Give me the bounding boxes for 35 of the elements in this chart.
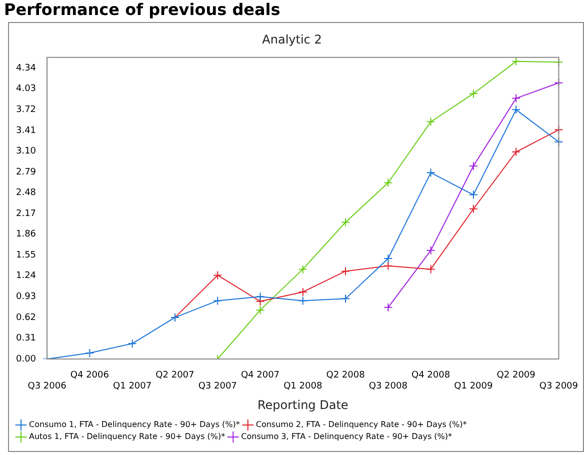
x-axis-title: Reporting Date (257, 398, 348, 412)
x-tick-label: Q4 2008 (412, 370, 450, 381)
y-tick-label: 0.31 (16, 334, 36, 344)
y-tick-label: 4.34 (16, 63, 36, 74)
y-tick-label: 3.41 (16, 126, 36, 136)
legend-label: Autos 1, FTA - Delinquency Rate - 90+ Days (%)* (29, 432, 226, 442)
chart-title: Performance of previous deals (3, 0, 282, 21)
y-tick-label: 0.93 (16, 292, 36, 302)
x-tick-label: Q2 2009 (496, 370, 536, 381)
x-tick-label: Q3 2009 (539, 382, 578, 392)
legend-label: Consumo 2, FTA - Delinquency Rate - 90+ Days (%)* (256, 420, 467, 430)
legend-label: Consumo 1, FTA - Delinquency Rate - 90+ Days (%)* (29, 420, 240, 430)
y-tick-label: 1.55 (16, 250, 36, 260)
y-tick-label: 1.86 (16, 230, 36, 240)
y-tick-label: 0.62 (16, 312, 36, 323)
legend-label: Consumo 3, FTA - Delinquency Rate - 90+ Days (%)* (241, 432, 452, 442)
y-tick-label: 2.79 (16, 167, 36, 178)
y-tick-label: 0.00 (16, 354, 36, 364)
x-tick-label: Q3 2007 (198, 382, 237, 392)
x-tick-label: Q3 2008 (368, 382, 408, 392)
x-tick-label: Q3 2006 (28, 382, 67, 392)
y-tick-label: 3.10 (16, 146, 36, 157)
y-tick-label: 2.17 (16, 208, 36, 219)
x-tick-label: Q1 2007 (113, 382, 152, 392)
y-tick-label: 1.24 (16, 271, 36, 282)
x-tick-label: Q2 2007 (156, 370, 194, 381)
y-tick-label: 3.72 (16, 105, 36, 116)
x-tick-label: Q1 2008 (284, 382, 322, 392)
x-tick-label: Q4 2006 (70, 370, 110, 381)
x-tick-label: Q4 2007 (240, 370, 280, 381)
chart-subtitle: Analytic 2 (262, 32, 322, 46)
x-tick-label: Q2 2008 (326, 370, 366, 381)
y-tick-label: 4.03 (16, 84, 36, 94)
y-tick-label: 2.48 (16, 188, 36, 198)
x-tick-label: Q1 2009 (454, 382, 493, 392)
